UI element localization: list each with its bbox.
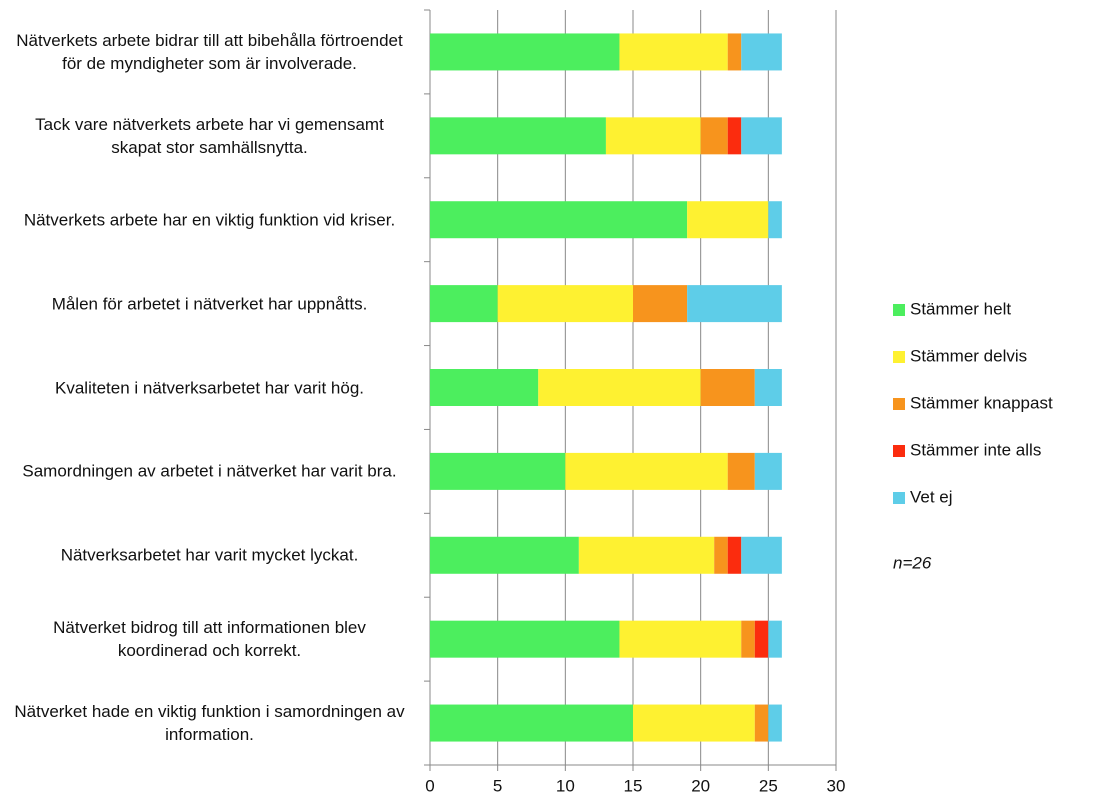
bar-segment (741, 33, 782, 71)
y-tick-label: Nätverksarbetet har varit mycket lyckat. (60, 545, 359, 565)
y-tick-label: Nätverket hade en viktig funktion i samo… (14, 702, 405, 745)
bar-segment (768, 704, 782, 742)
y-tick-label: Tack vare nätverkets arbete har vi gemen… (35, 114, 384, 157)
y-tick-label: Målen för arbetet i nätverket har uppnåt… (51, 294, 368, 314)
bar-segment (754, 369, 782, 406)
x-tick-label: 30 (827, 776, 846, 795)
bar-segment (741, 117, 782, 155)
bar-segment (430, 704, 633, 742)
bar-segment (578, 536, 715, 574)
bar-segment (497, 285, 633, 323)
bar-segment (619, 33, 728, 71)
x-tick-label: 15 (624, 776, 643, 795)
bar-segment (727, 536, 742, 574)
bar-segment (430, 620, 620, 658)
bar-segment (565, 452, 728, 490)
bar-segment (727, 117, 742, 155)
bar-segment (741, 620, 755, 658)
bar-segment (633, 285, 688, 323)
legend-label: Stämmer delvis (910, 346, 1027, 365)
y-tick-label: Nätverkets arbete bidrar till att bibehå… (16, 30, 403, 73)
bar-segment (619, 620, 742, 658)
legend-swatch (893, 304, 905, 316)
bar-segment (754, 620, 769, 658)
y-tick-label: Nätverket bidrog till att informationen … (53, 618, 366, 661)
x-tick-label: 10 (556, 776, 575, 795)
bar-segment (768, 620, 782, 658)
x-tick-label: 25 (759, 776, 778, 795)
x-tick-label: 0 (425, 776, 434, 795)
bar-segment (538, 369, 701, 406)
bar-segment (430, 117, 606, 155)
legend-label: Stämmer inte alls (910, 440, 1041, 459)
x-tick-label: 5 (493, 776, 502, 795)
x-tick-label: 20 (691, 776, 710, 795)
y-tick-label: Kvaliteten i nätverksarbetet har varit h… (55, 378, 364, 397)
bar-segment (714, 536, 728, 574)
bar-segment (700, 117, 728, 155)
bar-segment (430, 452, 566, 490)
y-tick-label: Samordningen av arbetet i nätverket har … (22, 461, 397, 481)
bar-segment (687, 201, 769, 239)
bar-segment (727, 33, 742, 71)
bar-segment (605, 117, 701, 155)
bar-segment (633, 704, 755, 742)
bar-segment (768, 201, 782, 239)
bar-segment (727, 452, 755, 490)
bar-segment (754, 704, 769, 742)
bar-segment (687, 285, 782, 323)
y-tick-label: Nätverkets arbete har en viktig funktion… (23, 210, 396, 230)
bar-segment (700, 369, 755, 406)
legend-label: Vet ej (910, 487, 953, 506)
bar-segment (430, 201, 688, 239)
legend-swatch (893, 398, 905, 410)
legend-label: Stämmer knappast (910, 393, 1053, 412)
bar-segment (430, 33, 620, 71)
bar-segment (754, 452, 782, 490)
bar-segment (430, 536, 579, 574)
bar-segment (741, 536, 782, 574)
legend-swatch (893, 492, 905, 504)
annotation: n=26 (893, 553, 932, 572)
legend-swatch (893, 351, 905, 363)
legend-label: Stämmer helt (910, 299, 1011, 318)
legend-swatch (893, 445, 905, 457)
bar-segment (430, 369, 539, 406)
bar-segment (430, 285, 498, 323)
